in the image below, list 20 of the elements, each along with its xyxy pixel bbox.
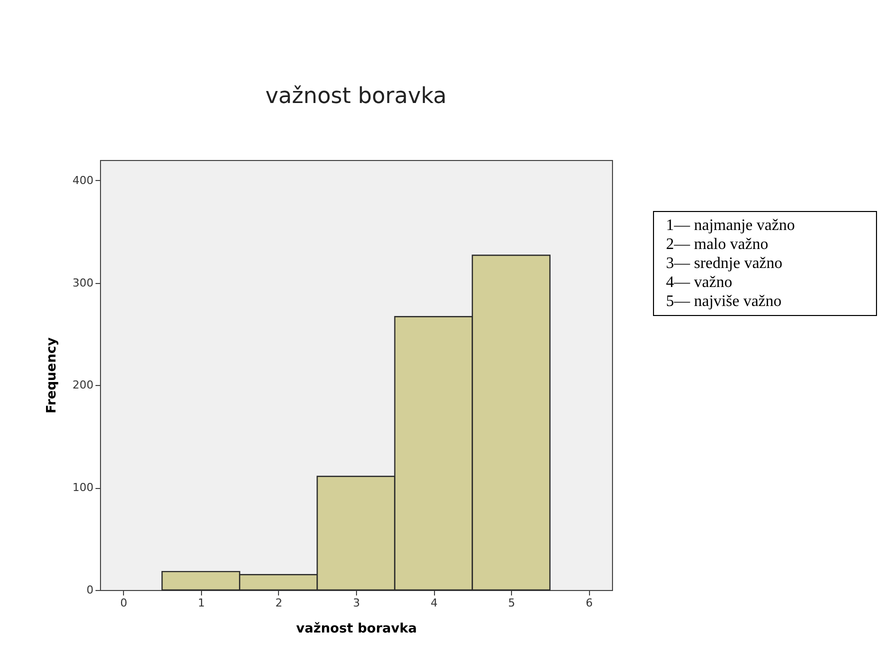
text: 2— malo važno <box>666 235 770 254</box>
x-tick-label: 5 <box>508 596 516 610</box>
x-tick-label: 0 <box>120 596 128 610</box>
text: 4— važno <box>666 273 734 292</box>
x-axis-title: važnost boravka <box>296 622 417 636</box>
y-tick-label: 200 <box>72 378 94 392</box>
text: 3— srednje važno <box>666 254 784 273</box>
text: 5— najviše važno <box>666 292 783 311</box>
text: 1— najmanje važno <box>666 216 796 235</box>
y-tick-label: 400 <box>72 174 94 187</box>
chart-title: važnost boravka <box>265 84 447 109</box>
y-axis-title: Frequency <box>44 336 60 414</box>
x-tick-label: 2 <box>275 596 282 610</box>
y-tick-label: 100 <box>72 481 94 494</box>
y-tick-label: 300 <box>72 276 94 290</box>
x-tick-label: 1 <box>198 596 205 610</box>
x-tick-label: 6 <box>586 596 593 610</box>
x-tick-label: 4 <box>430 596 438 610</box>
y-tick-label: 0 <box>86 584 94 596</box>
x-tick-label: 3 <box>353 596 360 610</box>
